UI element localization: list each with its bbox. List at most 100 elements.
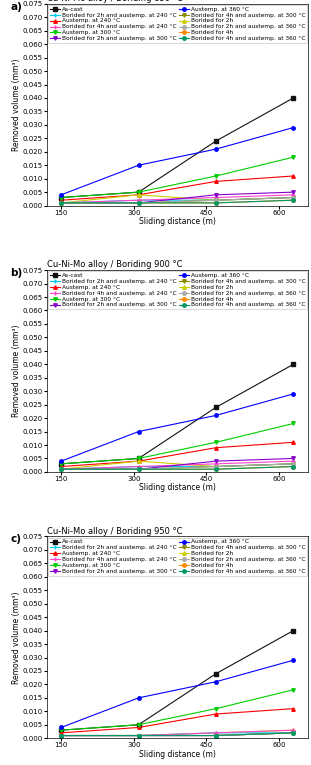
Borided for 4h and austemp. at 300 °C [137, 464, 141, 474]
Line: Borided for 4h: Borided for 4h [59, 731, 295, 737]
Line: Borided for 4h and austemp. at 300 °C: Borided for 4h and austemp. at 300 °C [59, 462, 295, 471]
Line: Austemp. at 300 °C: Austemp. at 300 °C [59, 155, 295, 199]
Austemp. at 300 °C [59, 725, 63, 734]
Line: Austemp. at 360 °C: Austemp. at 360 °C [59, 392, 295, 463]
Austemp. at 360 °C [59, 723, 63, 732]
Line: As-cast: As-cast [59, 96, 295, 199]
Borided for 2h and austemp. at 240 °C [214, 196, 218, 205]
Borided for 2h and austemp. at 240 °C [291, 728, 295, 737]
Borided for 4h and austemp. at 360 °C [137, 198, 141, 207]
Line: Austemp. at 300 °C: Austemp. at 300 °C [59, 422, 295, 466]
Borided for 2h [291, 193, 295, 202]
Borided for 2h and austemp. at 300 °C [291, 187, 295, 197]
Austemp. at 300 °C [291, 152, 295, 161]
Line: Borided for 2h: Borided for 2h [59, 193, 295, 204]
Borided for 2h and austemp. at 240 °C [137, 196, 141, 205]
Austemp. at 360 °C [291, 389, 295, 399]
Borided for 4h and austemp. at 240 °C [137, 462, 141, 471]
Line: Borided for 4h and austemp. at 360 °C: Borided for 4h and austemp. at 360 °C [59, 198, 295, 204]
Line: Borided for 2h and austemp. at 360 °C: Borided for 2h and austemp. at 360 °C [59, 462, 295, 471]
Borided for 2h and austemp. at 240 °C [59, 198, 63, 207]
Line: Borided for 2h: Borided for 2h [59, 460, 295, 471]
Austemp. at 360 °C [137, 427, 141, 436]
Borided for 2h and austemp. at 300 °C [137, 464, 141, 474]
Borided for 2h and austemp. at 300 °C [291, 728, 295, 737]
Line: Borided for 2h and austemp. at 240 °C: Borided for 2h and austemp. at 240 °C [59, 196, 295, 204]
Line: Austemp. at 300 °C: Austemp. at 300 °C [59, 688, 295, 732]
Borided for 4h and austemp. at 240 °C [59, 198, 63, 207]
Borided for 2h and austemp. at 300 °C [59, 731, 63, 740]
Borided for 2h and austemp. at 360 °C [137, 198, 141, 207]
As-cast [214, 136, 218, 145]
Borided for 4h and austemp. at 300 °C [59, 464, 63, 474]
Borided for 2h [137, 190, 141, 200]
Borided for 4h and austemp. at 300 °C [137, 731, 141, 740]
Borided for 4h [59, 198, 63, 207]
Borided for 2h and austemp. at 240 °C [214, 728, 218, 737]
Borided for 2h and austemp. at 360 °C [59, 198, 63, 207]
Borided for 4h [59, 464, 63, 474]
Borided for 4h [137, 198, 141, 207]
Borided for 2h and austemp. at 300 °C [214, 190, 218, 200]
Line: Borided for 4h and austemp. at 240 °C: Borided for 4h and austemp. at 240 °C [59, 193, 295, 204]
X-axis label: Sliding distance (m): Sliding distance (m) [139, 217, 216, 226]
Line: Austemp. at 240 °C: Austemp. at 240 °C [59, 707, 295, 734]
Borided for 2h and austemp. at 360 °C [214, 731, 218, 740]
Borided for 2h [214, 728, 218, 737]
Austemp. at 240 °C [137, 723, 141, 732]
Line: Borided for 4h: Borided for 4h [59, 465, 295, 471]
Borided for 2h [59, 464, 63, 474]
Borided for 4h and austemp. at 240 °C [137, 196, 141, 205]
Austemp. at 240 °C [291, 171, 295, 181]
Austemp. at 360 °C [214, 145, 218, 154]
Line: Borided for 2h: Borided for 2h [59, 728, 295, 737]
Austemp. at 240 °C [59, 196, 63, 205]
Y-axis label: Removed volume (mm³): Removed volume (mm³) [12, 58, 21, 151]
Borided for 2h [59, 198, 63, 207]
Borided for 4h [291, 196, 295, 205]
Borided for 4h and austemp. at 360 °C [214, 464, 218, 474]
Borided for 4h and austemp. at 300 °C [214, 196, 218, 205]
Borided for 4h and austemp. at 360 °C [291, 196, 295, 205]
Borided for 4h [137, 464, 141, 474]
Borided for 2h [214, 462, 218, 471]
Line: Borided for 4h and austemp. at 300 °C: Borided for 4h and austemp. at 300 °C [59, 196, 295, 204]
Austemp. at 360 °C [214, 677, 218, 686]
Austemp. at 300 °C [59, 459, 63, 468]
Borided for 2h and austemp. at 360 °C [291, 193, 295, 202]
Text: Cu-Ni-Mo alloy / Boriding 850 °C: Cu-Ni-Mo alloy / Boriding 850 °C [47, 0, 182, 3]
Borided for 4h and austemp. at 300 °C [291, 728, 295, 737]
Legend: As-cast, Borided for 2h and austemp. at 240 °C, Austemp. at 240 °C, Borided for : As-cast, Borided for 2h and austemp. at … [48, 538, 307, 575]
Austemp. at 240 °C [214, 177, 218, 186]
As-cast [59, 459, 63, 468]
Austemp. at 360 °C [291, 123, 295, 132]
Borided for 2h and austemp. at 300 °C [137, 731, 141, 740]
Line: Borided for 2h and austemp. at 360 °C: Borided for 2h and austemp. at 360 °C [59, 196, 295, 204]
Borided for 2h and austemp. at 240 °C [137, 731, 141, 740]
Borided for 4h [137, 731, 141, 740]
Borided for 2h and austemp. at 300 °C [59, 198, 63, 207]
Line: Borided for 2h and austemp. at 300 °C: Borided for 2h and austemp. at 300 °C [59, 731, 295, 737]
Borided for 4h and austemp. at 360 °C [291, 728, 295, 737]
X-axis label: Sliding distance (m): Sliding distance (m) [139, 750, 216, 759]
Line: Austemp. at 360 °C: Austemp. at 360 °C [59, 125, 295, 197]
Austemp. at 300 °C [214, 704, 218, 713]
Borided for 4h and austemp. at 300 °C [59, 198, 63, 207]
Borided for 2h and austemp. at 240 °C [291, 193, 295, 202]
Austemp. at 360 °C [59, 190, 63, 200]
As-cast [137, 720, 141, 729]
Borided for 4h and austemp. at 240 °C [291, 725, 295, 734]
Borided for 4h [291, 728, 295, 737]
As-cast [59, 193, 63, 202]
Borided for 2h and austemp. at 360 °C [137, 731, 141, 740]
Austemp. at 240 °C [214, 443, 218, 452]
Borided for 4h and austemp. at 360 °C [214, 731, 218, 740]
Borided for 4h and austemp. at 240 °C [291, 457, 295, 466]
Austemp. at 240 °C [214, 709, 218, 718]
Line: Borided for 2h and austemp. at 300 °C: Borided for 2h and austemp. at 300 °C [59, 457, 295, 471]
As-cast [291, 626, 295, 635]
Legend: As-cast, Borided for 2h and austemp. at 240 °C, Austemp. at 240 °C, Borided for : As-cast, Borided for 2h and austemp. at … [48, 5, 307, 43]
Line: Austemp. at 360 °C: Austemp. at 360 °C [59, 659, 295, 729]
Borided for 4h and austemp. at 360 °C [137, 464, 141, 474]
Text: b): b) [10, 268, 22, 278]
